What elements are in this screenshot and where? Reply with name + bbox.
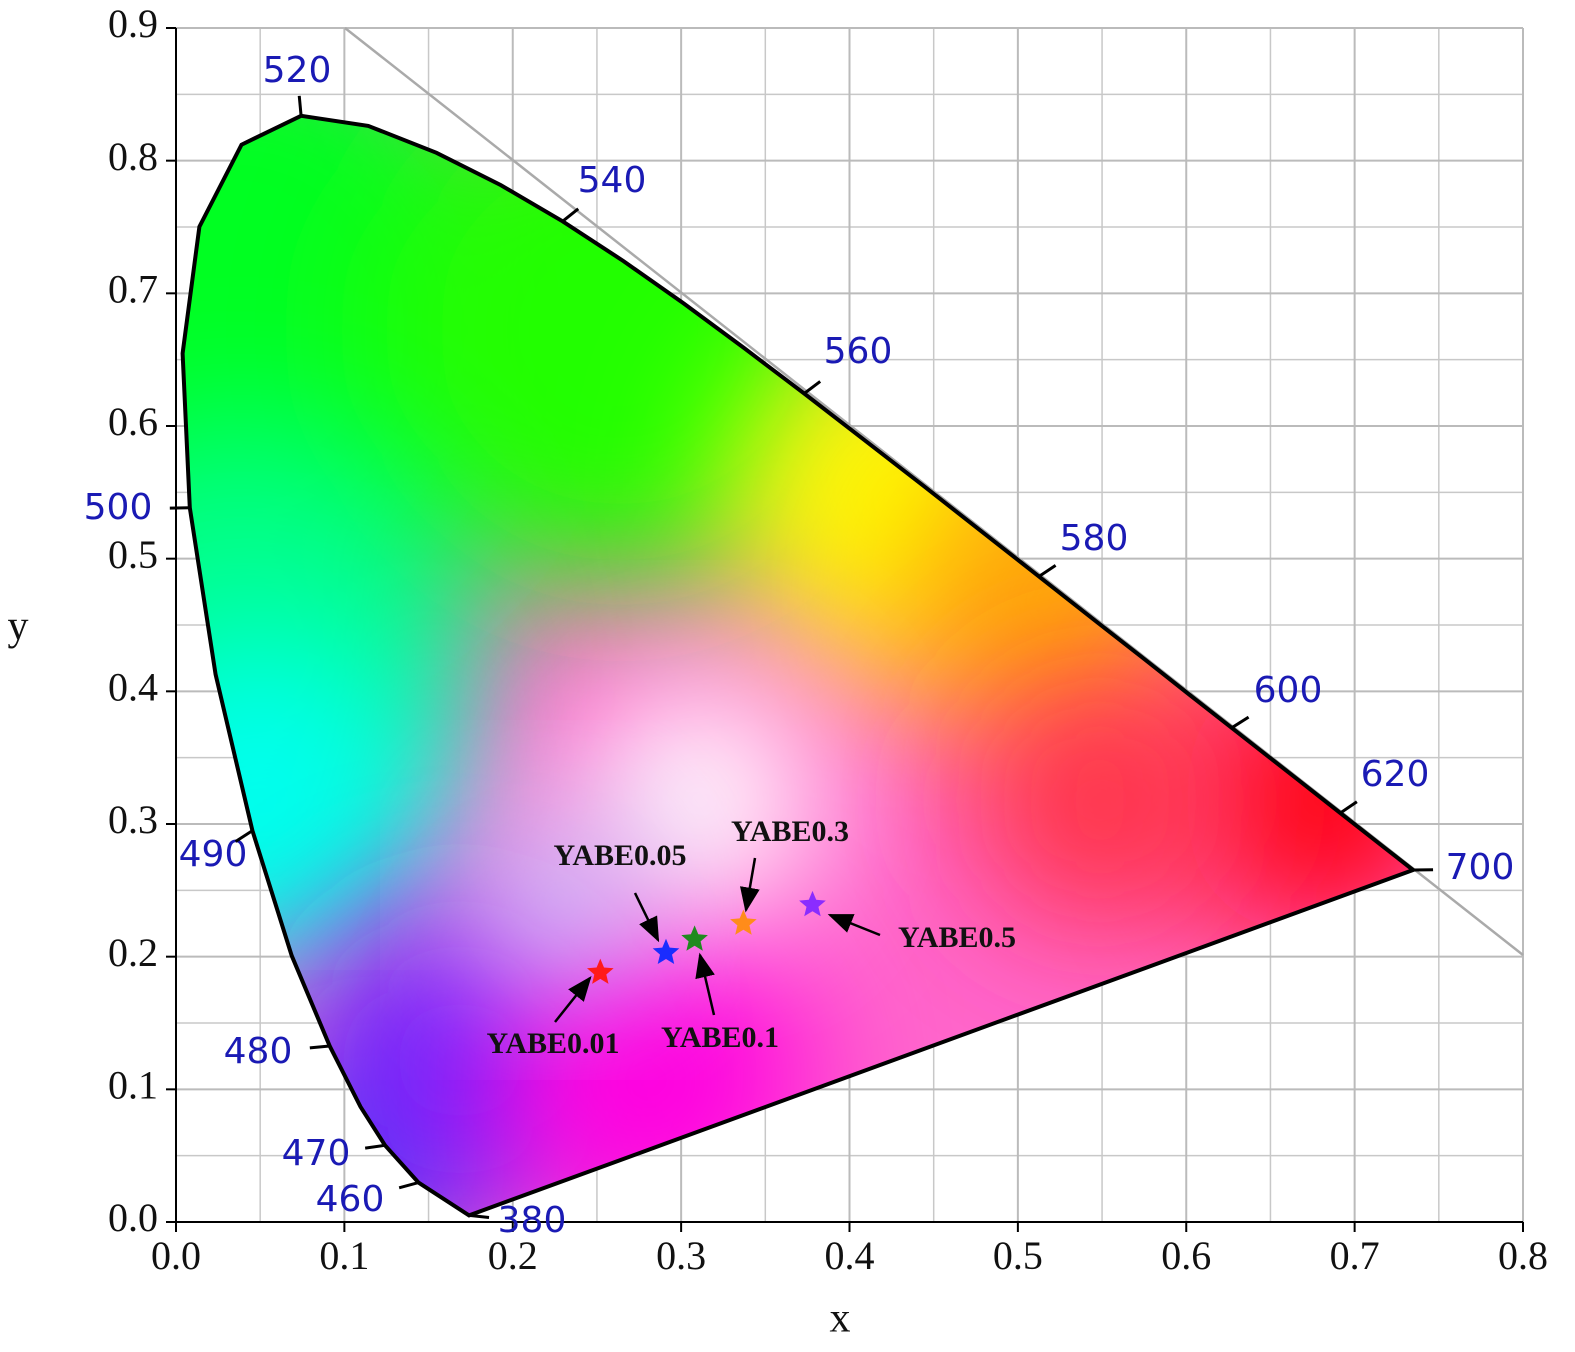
- y-tick-label: 0.7: [108, 267, 158, 312]
- y-tick-label: 0.9: [108, 1, 158, 46]
- point-label: YABE0.1: [661, 1021, 779, 1054]
- y-tick-label: 0.5: [108, 532, 158, 577]
- point-label: YABE0.01: [486, 1027, 619, 1060]
- gamut-color: [970, 670, 1230, 930]
- point-label: YABE0.05: [553, 839, 686, 872]
- wavelength-label: 480: [224, 1031, 293, 1072]
- x-tick-label: 0.0: [151, 1233, 201, 1278]
- wavelength-tick: [1339, 800, 1358, 815]
- x-tick-label: 0.1: [319, 1233, 369, 1278]
- y-tick-label: 0.2: [108, 930, 158, 975]
- point-label: YABE0.5: [898, 921, 1016, 954]
- wavelength-label: 560: [824, 331, 893, 372]
- wavelength-label: 620: [1361, 754, 1430, 795]
- wavelength-label: 380: [498, 1200, 567, 1241]
- wavelength-label: 580: [1060, 518, 1129, 559]
- wavelength-label: 540: [578, 160, 647, 201]
- wavelength-tick: [561, 207, 580, 223]
- x-tick-label: 0.4: [825, 1233, 875, 1278]
- annotation-arrow: [739, 857, 760, 913]
- wavelength-tick: [803, 380, 822, 395]
- x-tick-label: 0.3: [656, 1233, 706, 1278]
- annotation-arrow: [827, 913, 881, 937]
- wavelength-tick: [364, 1143, 386, 1150]
- x-tick-label: 0.6: [1161, 1233, 1211, 1278]
- point-label: YABE0.3: [731, 815, 849, 848]
- wavelength-label: 500: [84, 487, 153, 528]
- y-tick-label: 0.4: [108, 665, 158, 710]
- gamut-color: [470, 810, 650, 990]
- wavelength-tick: [234, 829, 254, 843]
- wavelength-tick: [468, 1213, 490, 1219]
- annotation-arrow: [633, 892, 660, 943]
- data-point: [652, 938, 680, 964]
- data-point: [587, 958, 614, 984]
- y-axis-label: y: [8, 604, 29, 650]
- y-tick-label: 0.3: [108, 797, 158, 842]
- wavelength-tick: [309, 1044, 330, 1050]
- wavelength-label: 600: [1254, 670, 1323, 711]
- x-axis-label: x: [830, 1296, 851, 1342]
- y-tick-label: 0.0: [108, 1195, 158, 1240]
- x-tick-label: 0.7: [1330, 1233, 1380, 1278]
- x-tick-label: 0.8: [1498, 1233, 1548, 1278]
- annotation-arrow: [695, 952, 716, 1016]
- wavelength-label: 700: [1446, 847, 1515, 888]
- spectral-locus: [180, 113, 1418, 1218]
- wavelength-label: 520: [263, 50, 332, 91]
- y-tick-label: 0.6: [108, 399, 158, 444]
- data-point: [799, 890, 826, 917]
- wavelength-label: 470: [282, 1133, 351, 1174]
- x-tick-label: 0.5: [993, 1233, 1043, 1278]
- wavelength-label: 460: [316, 1179, 385, 1220]
- y-tick-label: 0.8: [108, 134, 158, 179]
- y-tick-label: 0.1: [108, 1063, 158, 1108]
- wavelength-tick: [1038, 564, 1057, 578]
- wavelength-tick: [1230, 715, 1250, 730]
- wavelength-tick: [398, 1181, 419, 1190]
- data-point: [681, 925, 708, 951]
- wavelength-tick: [297, 95, 303, 116]
- annotation-arrow: [554, 976, 592, 1023]
- data-point: [730, 909, 757, 935]
- x-tick-label: 0.2: [488, 1233, 538, 1278]
- plot: 0.0 0.1 0.2 0.3 0.4 0.5 0.6 0.7 0.8 0.0 0.1 0.2 0.3 0…: [84, 1, 1548, 1278]
- gamut-color: [182, 630, 430, 970]
